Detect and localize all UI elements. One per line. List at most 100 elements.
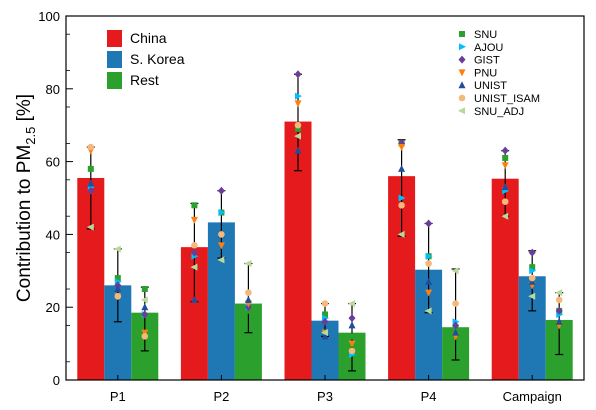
marker-snu-adj-china-p4 <box>397 230 405 238</box>
x-tick-label-p1: P1 <box>110 389 126 404</box>
marker-unist-china-p2 <box>190 295 198 303</box>
legend-label-gist: GIST <box>474 55 500 67</box>
y-tick-label-100: 100 <box>38 9 60 24</box>
legend-marker-unist-isam <box>458 94 466 102</box>
marker-unist-isam-rest-campaign <box>555 296 563 304</box>
marker-ajou-china-p4 <box>398 194 406 202</box>
marker-pnu-china-p4 <box>398 144 406 152</box>
marker-snu-adj-s-korea-p1 <box>113 245 121 253</box>
marker-unist-china-p4 <box>398 164 406 172</box>
model-markers-layer <box>86 70 564 359</box>
legend-marker-snu <box>459 31 465 37</box>
marker-snu-china-campaign <box>502 154 509 161</box>
legend-label-china: China <box>130 30 167 46</box>
y-tick-label-40: 40 <box>46 227 60 242</box>
marker-pnu-s-korea-p2 <box>217 242 225 250</box>
marker-gist-china-campaign <box>501 146 509 155</box>
marker-gist-china-p3 <box>294 70 302 79</box>
marker-unist-isam-rest-p2 <box>245 289 252 296</box>
marker-snu-adj-rest-p3 <box>348 300 355 308</box>
marker-ajou-china-p3 <box>295 92 302 100</box>
legend-marker-ajou <box>459 43 466 51</box>
marker-snu-adj-china-campaign <box>501 212 509 220</box>
marker-unist-china-campaign <box>501 183 509 191</box>
marker-ajou-s-korea-p4 <box>425 252 433 260</box>
marker-gist-rest-p4 <box>452 321 460 330</box>
y-tick-label-60: 60 <box>46 155 60 170</box>
marker-snu-s-korea-p3 <box>322 311 328 318</box>
marker-snu-adj-rest-p4 <box>451 267 459 275</box>
marker-gist-china-p1 <box>87 186 95 195</box>
legend-label-ajou: AJOU <box>474 42 503 54</box>
marker-snu-adj-rest-p2 <box>244 260 252 268</box>
legend-marker-pnu <box>458 69 466 77</box>
marker-pnu-china-p2 <box>190 216 198 224</box>
marker-unist-isam-s-korea-p3 <box>321 300 329 307</box>
y-axis: 0 20 40 60 80 100 <box>38 9 73 388</box>
legend-swatch-rest <box>107 72 122 89</box>
marker-pnu-china-p3 <box>294 100 302 108</box>
marker-snu-adj-s-korea-p2 <box>217 256 225 264</box>
marker-unist-isam-rest-p3 <box>348 347 356 355</box>
legend-label-snu-adj: SNU_ADJ <box>474 106 524 118</box>
marker-unist-isam-china-p4 <box>398 201 405 209</box>
marker-unist-rest-p2 <box>244 295 252 303</box>
marker-unist-isam-rest-p4 <box>452 300 459 307</box>
marker-ajou-s-korea-campaign <box>529 267 537 275</box>
legend-label-pnu: PNU <box>474 67 497 79</box>
marker-gist-s-korea-p4 <box>425 219 433 228</box>
x-axis: P1 P2 P3 P4 Campaign <box>110 375 562 404</box>
x-tick-label-p3: P3 <box>317 389 333 404</box>
marker-unist-rest-p4 <box>452 328 460 336</box>
bars-layer <box>77 121 573 380</box>
marker-unist-s-korea-p4 <box>425 277 433 285</box>
marker-unist-isam-s-korea-p1 <box>114 292 122 300</box>
marker-ajou-s-korea-p2 <box>218 209 226 217</box>
marker-gist-rest-p3 <box>348 314 356 323</box>
marker-snu-adj-china-p1 <box>86 223 94 231</box>
marker-snu-adj-china-p2 <box>190 263 198 271</box>
legend-label-unist-isam: UNIST_ISAM <box>474 93 540 105</box>
marker-snu-rest-p3 <box>349 333 355 340</box>
marker-gist-rest-campaign <box>555 306 563 315</box>
marker-snu-adj-s-korea-p4 <box>424 307 432 315</box>
marker-unist-isam-china-p2 <box>191 242 198 249</box>
marker-snu-china-p3 <box>295 125 301 132</box>
legend-label-snu: SNU <box>474 29 497 41</box>
marker-snu-rest-p1 <box>141 286 148 292</box>
marker-snu-adj-rest-campaign <box>555 289 563 297</box>
y-axis-title-unit: [%] <box>14 94 35 127</box>
legend-marker-unist <box>458 81 466 89</box>
marker-unist-isam-china-p3 <box>294 121 302 129</box>
y-axis-title-main: Contribution to PM <box>14 145 35 302</box>
legend-label-rest: Rest <box>130 72 159 88</box>
y-axis-title: Contribution to PM2.5 [%] <box>14 94 38 302</box>
marker-snu-adj-s-korea-p3 <box>321 329 328 337</box>
marker-unist-china-p1 <box>87 179 95 187</box>
marker-gist-s-korea-campaign <box>528 248 536 257</box>
legend-swatch-s-korea <box>107 51 122 68</box>
legend-label-unist: UNIST <box>474 80 507 92</box>
marker-gist-rest-p1 <box>141 310 149 319</box>
y-axis-title-subscript: 2.5 <box>23 127 38 145</box>
marker-unist-rest-p3 <box>348 321 356 329</box>
marker-unist-isam-s-korea-p4 <box>425 260 432 267</box>
legend-swatch-china <box>107 30 122 47</box>
x-tick-label-p2: P2 <box>213 389 229 404</box>
marker-unist-china-p3 <box>294 146 302 154</box>
marker-snu-adj-china-p3 <box>294 132 301 140</box>
marker-unist-s-korea-p3 <box>321 332 329 340</box>
marker-snu-china-p2 <box>191 202 198 209</box>
marker-pnu-s-korea-p4 <box>425 289 433 297</box>
marker-unist-isam-china-campaign <box>501 198 509 205</box>
marker-pnu-rest-p3 <box>348 340 356 348</box>
y-tick-label-80: 80 <box>46 82 60 97</box>
marker-unist-s-korea-p1 <box>114 285 122 292</box>
marker-unist-isam-s-korea-campaign <box>528 274 536 282</box>
marker-snu-s-korea-campaign <box>529 264 536 271</box>
marker-unist-isam-china-p1 <box>87 143 95 151</box>
marker-gist-s-korea-p3 <box>321 317 329 326</box>
marker-snu-s-korea-p1 <box>114 275 121 282</box>
legend-regions: China S. Korea Rest <box>107 30 185 89</box>
